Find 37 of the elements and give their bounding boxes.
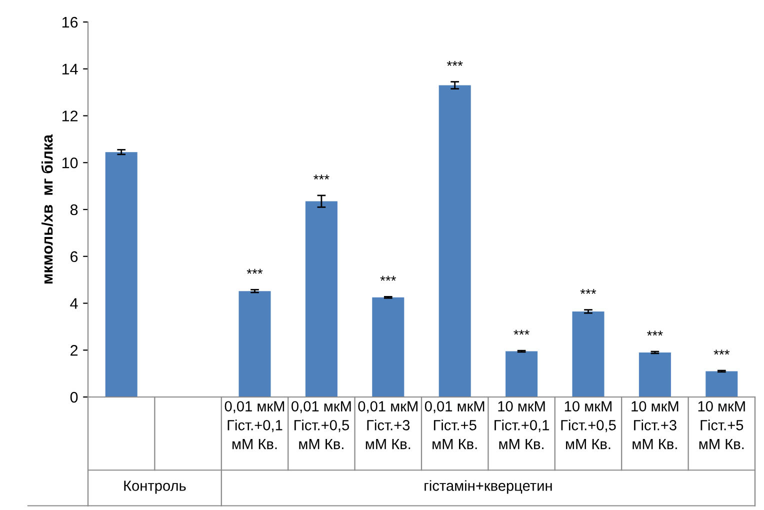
x-tick-label: 10 мкМ Гіст.+0,1 мМ Кв. — [494, 401, 549, 450]
bar — [238, 291, 271, 397]
bar — [572, 311, 604, 397]
x-tick-label: 10 мкМ Гіст.+5 мМ Кв. — [698, 401, 745, 450]
annotation: *** — [380, 276, 396, 281]
y-tick-label: 12 — [62, 110, 78, 122]
annotation: *** — [446, 60, 463, 66]
annotation: *** — [314, 174, 330, 180]
x-tick-label: 0,01 мкМ Гіст.+0,5 мМ Кв. — [292, 401, 351, 450]
y-tick-label: 14 — [62, 64, 78, 74]
x-tick-label: 10 мкМ Гіст.+3 мМ Кв. — [632, 401, 678, 450]
bar — [706, 371, 738, 397]
text: Контроль — [124, 480, 186, 494]
y-tick-label: 10 — [62, 157, 78, 168]
x-tick-label: 0,01 мкМ Гіст.+3 мМ Кв. — [358, 401, 418, 450]
bar — [638, 352, 671, 397]
bar — [506, 351, 538, 397]
bar — [372, 297, 404, 397]
annotation: *** — [647, 330, 663, 336]
x-tick-label: 10 мкМ Гіст.+0,5 мМ Кв. — [561, 401, 616, 450]
annotation: *** — [714, 350, 730, 355]
x-tick-label: 0,01 мкМ Гіст.+5 мМ Кв. — [424, 401, 484, 450]
annotation: *** — [580, 289, 596, 294]
y-tick-label: 4 — [70, 298, 78, 309]
y-tick-label: 6 — [70, 251, 78, 262]
bar — [305, 201, 338, 397]
y-axis-title: мкмоль/хв мг білка — [41, 134, 53, 284]
annotation: *** — [246, 268, 263, 274]
y-tick-label: 16 — [62, 16, 78, 28]
bar — [438, 85, 471, 397]
bar — [105, 152, 138, 397]
text: гістамін+кверцетин — [424, 480, 552, 494]
annotation: *** — [514, 330, 530, 335]
y-tick-label: 0 — [70, 392, 78, 403]
y-tick-label: 8 — [70, 204, 78, 216]
x-tick-label: 0,01 мкМ Гіст.+0,1 мМ Кв. — [224, 401, 284, 450]
y-tick-label: 2 — [70, 344, 78, 356]
